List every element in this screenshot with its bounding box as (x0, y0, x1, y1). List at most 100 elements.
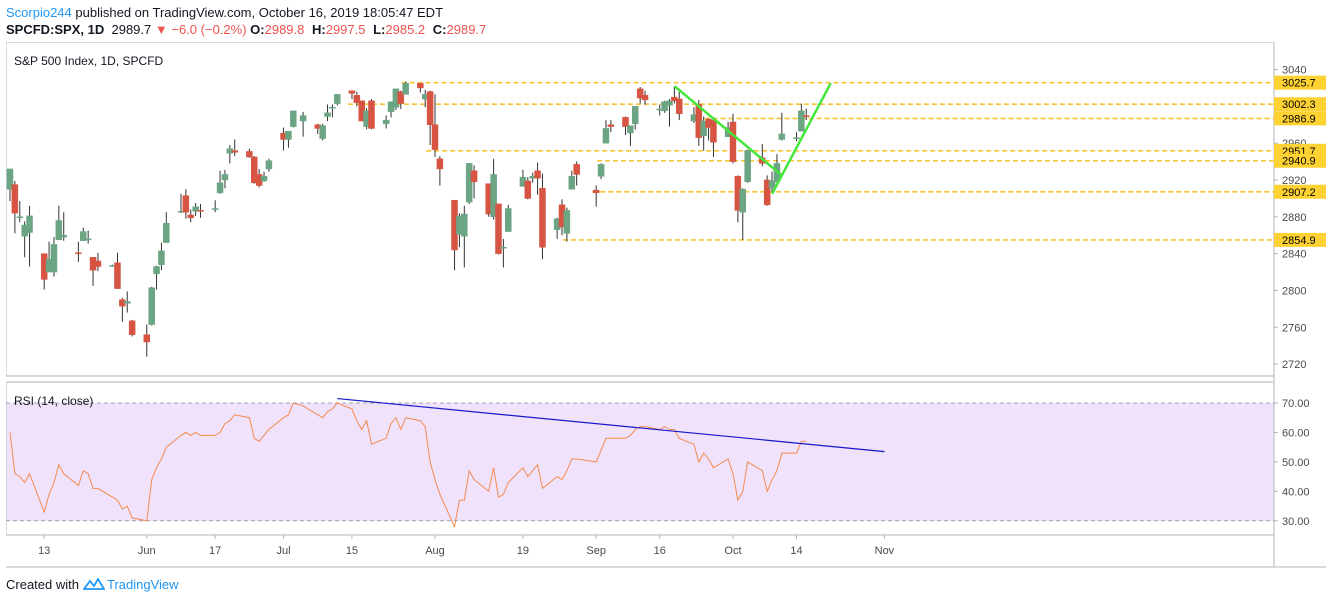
tradingview-brand[interactable]: TradingView (106, 577, 179, 592)
candle-body (319, 125, 326, 139)
candle-body (417, 83, 424, 89)
rsi-trend-line (337, 397, 885, 453)
price-chart-title: S&P 500 Index, 1D, SPCFD (14, 54, 164, 68)
price-tick-label: 2840 (1282, 249, 1306, 261)
candle-body (661, 101, 668, 112)
level-price-label: 3002.3 (1282, 99, 1316, 111)
candle-body (803, 115, 810, 117)
candle-body (75, 252, 82, 254)
candle-body (265, 160, 273, 170)
time-tick-label: 14 (790, 545, 802, 557)
candle-body (143, 334, 151, 343)
candle-body (505, 208, 512, 232)
low-label: L: (373, 22, 386, 37)
candle-body (397, 91, 405, 104)
candle-body (163, 223, 170, 243)
candle-body (622, 117, 629, 127)
candle-body (602, 128, 610, 144)
candle-body (6, 168, 14, 190)
author-link[interactable]: Scorpio244 (6, 5, 72, 20)
time-tick-label: 15 (346, 545, 358, 557)
candle-body (534, 170, 541, 179)
candle-body (793, 137, 800, 139)
candle-body (597, 164, 605, 177)
candle-body (461, 213, 468, 237)
level-price-tag (1274, 75, 1326, 90)
rsi-tick-label: 40.00 (1282, 486, 1310, 498)
candle-body (739, 188, 746, 213)
price-tick-label: 2760 (1282, 322, 1306, 334)
level-price-tag (1274, 97, 1326, 112)
candle-body (778, 133, 786, 140)
candle-body (94, 260, 102, 267)
publish-line: Scorpio244 published on TradingView.com,… (6, 5, 443, 20)
candle-body (710, 119, 717, 143)
candle-body (50, 244, 58, 273)
candle-body (798, 110, 805, 132)
trend-line (770, 82, 832, 195)
close-value: 2989.7 (446, 22, 487, 37)
symbol-name: SPCFD:SPX, 1D (6, 22, 105, 37)
candle-body (592, 189, 600, 194)
level-price-tag (1274, 153, 1326, 168)
candle-body (744, 150, 751, 183)
candle-body (402, 83, 409, 95)
price-change: −6.0 (−0.2%) (171, 22, 247, 37)
candle-body (490, 174, 497, 218)
rsi-tick-label: 70.00 (1282, 398, 1310, 410)
candle-body (114, 262, 121, 289)
candle-body (573, 164, 580, 175)
candle-body (666, 100, 673, 106)
candle-body (158, 250, 165, 265)
rsi-tick-label: 30.00 (1282, 516, 1310, 528)
candle-body (495, 203, 502, 254)
candle-body (470, 170, 478, 183)
time-tick-label: 13 (38, 545, 50, 557)
price-tick-label: 2800 (1282, 285, 1306, 297)
time-tick-label: 16 (654, 545, 666, 557)
candle-body (197, 210, 204, 212)
time-tick-label: Oct (724, 545, 741, 557)
candle-body (251, 156, 258, 183)
published-text: published on TradingView.com, October 16… (75, 5, 444, 20)
level-price-label: 2854.9 (1282, 235, 1316, 247)
level-price-tag (1274, 111, 1326, 126)
rsi-band (6, 403, 1274, 521)
price-tick-label: 2720 (1282, 359, 1306, 371)
level-price-label: 2986.9 (1282, 113, 1316, 125)
last-price: 2989.7 (111, 22, 152, 37)
down-arrow-icon: ▼ (154, 22, 168, 37)
candle-body (60, 234, 67, 238)
created-with-text: Created with (6, 577, 79, 592)
rsi-line (9, 402, 807, 529)
chart-svg[interactable]: 2720276028002840288029202960304030.0040.… (5, 41, 1326, 568)
time-tick-label: Jun (138, 545, 156, 557)
candle-body (632, 106, 639, 125)
price-tick-label: 2880 (1282, 212, 1306, 224)
candle-body (123, 301, 131, 304)
candle-body (128, 320, 136, 335)
candle-body (211, 208, 219, 210)
chart-area[interactable]: 2720276028002840288029202960304030.0040.… (5, 41, 1326, 568)
candle-body (568, 176, 576, 190)
candle-body (636, 88, 644, 99)
time-tick-label: 19 (517, 545, 529, 557)
candle-body (11, 184, 19, 214)
candle-body (465, 163, 473, 203)
candle-body (55, 220, 63, 241)
time-tick-label: 17 (209, 545, 221, 557)
candle-body (148, 287, 155, 325)
rsi-tick-label: 50.00 (1282, 457, 1310, 469)
footer: Created with TradingView (6, 577, 179, 593)
candle-body (290, 110, 297, 127)
open-label: O: (250, 22, 265, 37)
candle-body (80, 231, 87, 242)
high-label: H: (312, 22, 326, 37)
level-price-label: 2907.2 (1282, 187, 1316, 199)
symbol-line: SPCFD:SPX, 1D 2989.7 ▼ −6.0 (−0.2%) O: 29… (6, 22, 490, 37)
candle-body (563, 210, 571, 234)
candle-body (84, 238, 92, 241)
candle-body (16, 216, 24, 219)
rsi-tick-label: 60.00 (1282, 427, 1310, 439)
candle-body (524, 180, 532, 199)
